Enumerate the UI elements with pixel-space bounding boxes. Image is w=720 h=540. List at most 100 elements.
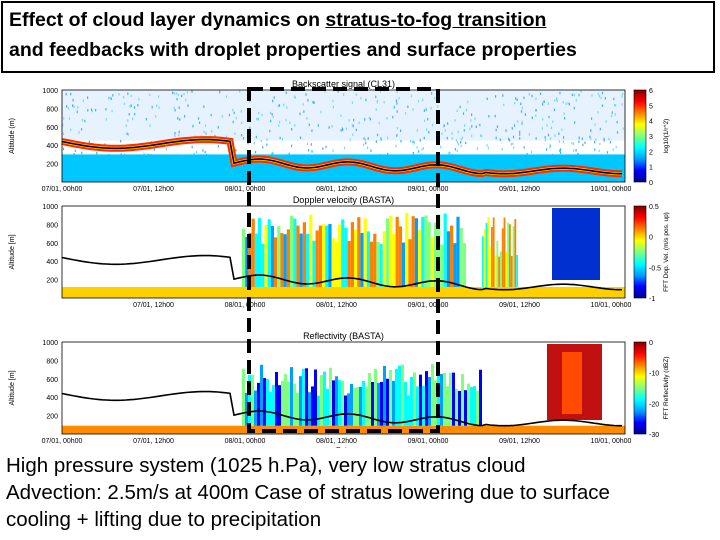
noise-speck [355,93,358,96]
colorbar-label: FFT Reflectivity (dBZ) [663,356,670,419]
velocity-column [510,256,513,287]
noise-speck [505,129,507,132]
velocity-column [325,225,329,287]
noise-speck [240,121,243,125]
cloud-base-line [61,390,622,427]
noise-speck [72,98,74,102]
noise-speck [396,126,398,130]
velocity-column [382,231,386,287]
noise-speck [193,152,195,156]
noise-speck [187,104,189,107]
noise-speck [528,92,530,96]
noise-speck [544,136,546,139]
velocity-column [277,226,281,287]
noise-speck [320,110,322,114]
velocity-column [354,229,358,287]
noise-speck [62,147,65,151]
noise-speck [331,125,333,128]
reflectivity-column [299,376,302,426]
noise-speck [174,108,176,112]
noise-speck [380,138,382,141]
noise-speck [440,145,442,149]
noise-speck [597,111,599,114]
noise-speck [559,91,561,95]
reflectivity-column [437,371,440,426]
reflectivity-column [278,385,281,426]
caption-line-2: Advection: 2.5m/s at 400m Case of stratu… [6,481,610,504]
x-tick-label: 09/01, 00h00 [408,302,449,309]
noise-speck [196,150,198,154]
noise-speck [306,117,308,120]
noise-speck [149,124,151,127]
noise-speck [70,92,72,96]
y-tick-label: 200 [46,162,58,169]
noise-speck [343,146,346,150]
noise-speck [604,96,606,100]
reflectivity-column [248,374,251,426]
title-line-1: Effect of cloud layer dynamics on stratu… [9,9,546,32]
noise-speck [279,120,281,124]
reflectivity-column [452,372,455,426]
y-axis-label: Altitude [m] [9,234,16,269]
noise-speck [519,130,521,134]
noise-speck [242,137,245,140]
velocity-column [283,234,287,287]
noise-speck [178,134,180,137]
title-link-stratus-to-fog[interactable]: stratus-to-fog transition [325,9,547,31]
noise-speck [340,129,342,132]
noise-speck [444,129,446,132]
noise-speck [186,91,189,94]
velocity-column [509,224,511,287]
case-highlight-box [247,87,440,433]
noise-speck [410,94,413,98]
x-tick-label: 08/01, 00h00 [225,186,266,193]
reflectivity-column [434,380,437,426]
noise-speck [253,141,255,145]
noise-speck [600,96,602,100]
noise-speck [137,103,139,107]
noise-speck [519,137,521,140]
noise-speck [204,150,206,154]
reflectivity-column [431,364,434,426]
reflectivity-column [389,369,392,426]
noise-speck [133,106,136,109]
reflectivity-column [254,390,257,426]
noise-speck [80,128,83,131]
noise-speck [582,143,584,147]
panel-title: Doppler velocity (BASTA) [293,195,394,205]
noise-speck [81,118,83,122]
noise-speck [134,112,136,116]
reflectivity-column [302,368,305,426]
noise-speck [434,97,436,100]
noise-speck [203,130,205,133]
reflectivity-column [344,395,347,426]
noise-speck [614,103,617,107]
velocity-column [344,227,348,287]
noise-speck [281,137,284,141]
noise-speck [461,136,463,139]
y-tick-label: 200 [46,278,58,285]
velocity-column [453,243,457,287]
noise-speck [599,142,601,146]
noise-speck [496,125,499,128]
noise-speck [456,141,459,144]
noise-speck [503,103,505,107]
noise-speck [123,102,125,106]
x-tick-label: 09/01, 00h00 [408,186,449,193]
noise-speck [501,147,503,151]
noise-speck [380,136,382,140]
noise-speck [78,131,80,134]
noise-speck [511,127,513,130]
noise-speck [455,138,458,142]
reflectivity-column [476,390,479,426]
noise-speck [437,105,439,108]
velocity-column [315,230,319,287]
noise-speck [203,105,205,108]
noise-speck [594,140,596,144]
velocity-column [489,246,491,287]
x-tick-label: 07/01, 12h00 [133,438,174,445]
velocity-column [379,244,383,287]
x-tick-label: 09/01, 12h00 [499,438,540,445]
noise-speck [370,149,372,152]
noise-speck [443,124,446,127]
